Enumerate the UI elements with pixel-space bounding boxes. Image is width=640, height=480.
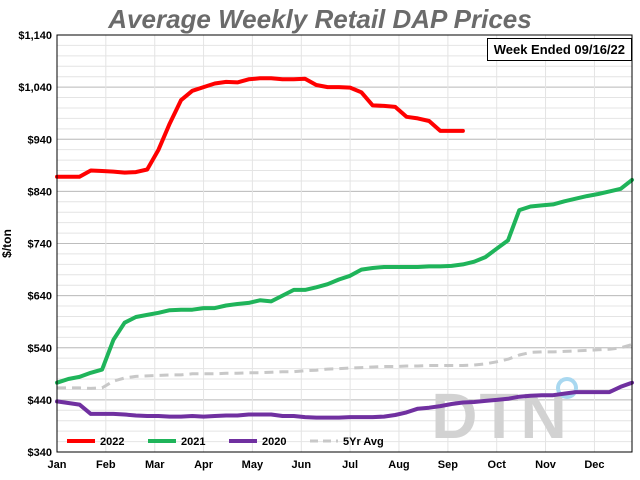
x-tick-label: Jan bbox=[48, 459, 67, 471]
series-line-5yr-avg bbox=[57, 343, 633, 390]
series-line-2021 bbox=[55, 177, 634, 385]
chart-title: Average Weekly Retail DAP Prices bbox=[108, 4, 532, 34]
y-tick-label: $340 bbox=[28, 447, 52, 459]
x-tick-label: Mar bbox=[145, 459, 165, 471]
legend-label-2022: 2022 bbox=[100, 436, 124, 448]
legend-label-2020: 2020 bbox=[262, 436, 286, 448]
series-line-2022 bbox=[55, 76, 465, 179]
week-ended-note: Week Ended 09/16/22 bbox=[486, 38, 632, 61]
y-tick-label: $1,040 bbox=[18, 82, 52, 94]
x-tick-label: Oct bbox=[488, 459, 507, 471]
x-tick-label: Nov bbox=[535, 459, 557, 471]
x-tick-label: Dec bbox=[584, 459, 604, 471]
plot-border bbox=[56, 34, 633, 453]
y-tick-label: $540 bbox=[28, 343, 52, 355]
y-tick-label: $1,140 bbox=[18, 30, 52, 42]
x-tick-label: May bbox=[242, 459, 264, 471]
y-tick-label: $940 bbox=[28, 134, 52, 146]
y-tick-label: $840 bbox=[28, 186, 52, 198]
x-tick-label: Jul bbox=[342, 459, 358, 471]
x-tick-label: Feb bbox=[96, 459, 116, 471]
watermark-dot-icon bbox=[556, 377, 578, 399]
legend-label-5yr-avg: 5Yr Avg bbox=[343, 436, 384, 448]
y-tick-label: $440 bbox=[28, 395, 52, 407]
dtn-watermark: DTN bbox=[431, 380, 569, 452]
legend-label-2021: 2021 bbox=[181, 436, 205, 448]
y-tick-label: $740 bbox=[28, 239, 52, 251]
y-tick-label: $640 bbox=[28, 291, 52, 303]
x-tick-label: Apr bbox=[194, 459, 214, 471]
x-tick-label: Sep bbox=[438, 459, 458, 471]
series-line-2020 bbox=[55, 380, 634, 420]
y-axis-label: $/ton bbox=[0, 229, 14, 258]
x-tick-label: Aug bbox=[388, 459, 409, 471]
x-tick-label: Jun bbox=[292, 459, 312, 471]
